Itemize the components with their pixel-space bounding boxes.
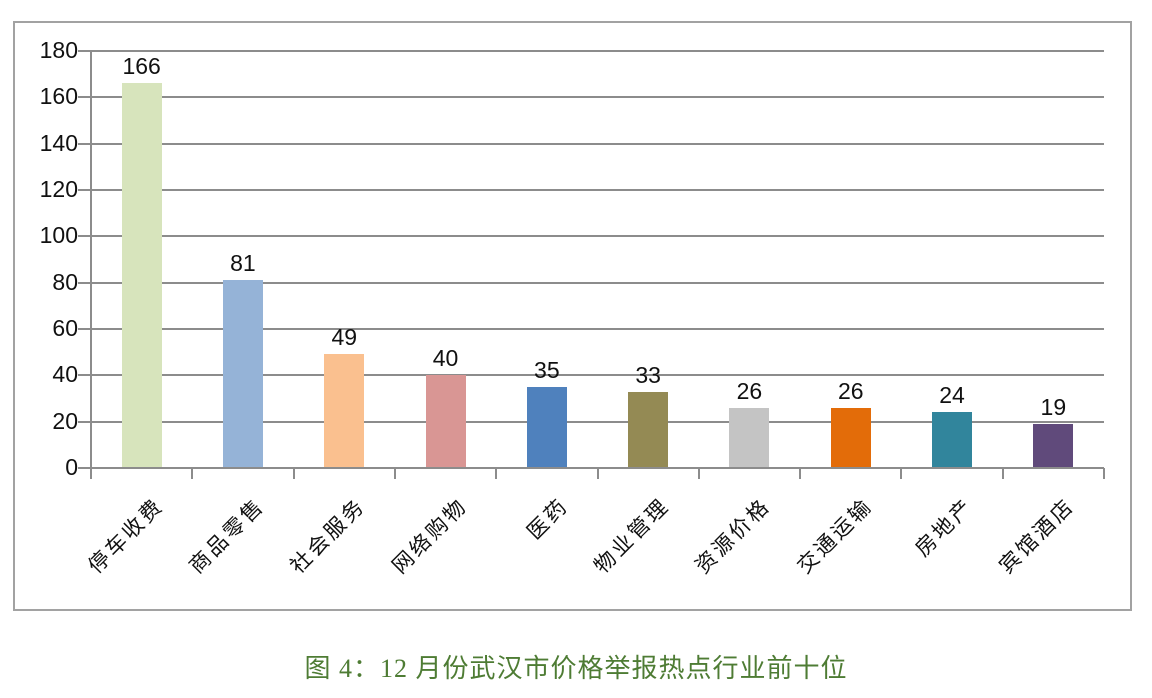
bar-value-label: 26 xyxy=(736,377,763,404)
bar-value-label: 24 xyxy=(939,382,965,409)
bar xyxy=(222,280,263,468)
bar-value-label: 81 xyxy=(230,250,256,277)
y-axis-tick xyxy=(78,281,91,284)
gridline xyxy=(91,420,1104,423)
y-axis-tick xyxy=(78,374,91,377)
bar-value-label: 40 xyxy=(432,345,459,372)
category-label: 社会服务 xyxy=(286,494,371,579)
bar xyxy=(121,83,162,468)
bar-value-label: 33 xyxy=(635,361,661,388)
y-axis-tick xyxy=(78,420,91,423)
gridline xyxy=(91,50,1104,52)
x-axis-tick xyxy=(495,468,498,479)
category-label: 宾馆酒店 xyxy=(995,494,1080,579)
bar xyxy=(526,386,567,468)
chart-frame xyxy=(13,21,1132,611)
bar xyxy=(324,354,365,468)
gridline xyxy=(91,281,1104,284)
x-axis-tick xyxy=(697,468,700,479)
category-label: 网络购物 xyxy=(387,494,472,579)
x-axis-tick xyxy=(1103,468,1105,479)
x-axis-tick xyxy=(393,468,396,479)
y-axis-tick xyxy=(78,235,91,238)
category-label: 停车收费 xyxy=(83,494,168,579)
y-axis-tick-label: 180 xyxy=(39,37,78,63)
y-axis-tick-label: 80 xyxy=(52,268,78,295)
category-label: 医药 xyxy=(522,494,574,545)
y-axis-tick xyxy=(78,142,91,145)
gridline xyxy=(91,189,1104,191)
y-axis-tick xyxy=(78,50,91,52)
bar-value-label: 19 xyxy=(1040,393,1067,420)
x-axis-tick xyxy=(1001,468,1004,479)
bar-value-label: 166 xyxy=(122,53,161,80)
bar-value-label: 26 xyxy=(837,377,864,404)
category-label: 交通运输 xyxy=(792,494,878,579)
gridline xyxy=(91,328,1104,330)
gridline xyxy=(91,96,1104,99)
y-axis-tick-label: 20 xyxy=(52,407,78,434)
y-axis-tick xyxy=(78,328,91,330)
x-axis-line xyxy=(91,467,1104,469)
bar-value-label: 35 xyxy=(534,356,560,383)
x-axis-tick xyxy=(799,468,802,479)
y-axis-tick-label: 0 xyxy=(65,454,78,480)
y-axis-tick-label: 120 xyxy=(39,176,78,202)
bar xyxy=(729,407,770,468)
x-axis-tick xyxy=(292,468,295,479)
y-axis-tick xyxy=(78,96,91,99)
x-axis-tick xyxy=(900,468,903,479)
bar-value-label: 49 xyxy=(331,324,358,351)
x-axis-tick xyxy=(596,468,599,479)
bar xyxy=(1033,423,1074,468)
gridline xyxy=(91,142,1104,145)
y-axis-tick xyxy=(78,467,91,469)
gridline xyxy=(91,235,1104,238)
bar xyxy=(932,412,973,468)
bar xyxy=(628,391,669,468)
y-axis-tick xyxy=(78,189,91,191)
y-axis-tick-label: 140 xyxy=(39,129,78,156)
y-axis-tick-label: 60 xyxy=(52,315,78,341)
category-label: 商品零售 xyxy=(185,494,270,579)
figure-caption: 图 4：12 月份武汉市价格举报热点行业前十位 xyxy=(304,654,848,683)
y-axis-line xyxy=(90,51,92,478)
bar xyxy=(830,407,871,468)
gridline xyxy=(91,374,1104,377)
category-label: 资源价格 xyxy=(691,494,776,579)
y-axis-tick-label: 100 xyxy=(39,222,78,249)
x-axis-tick xyxy=(191,468,194,479)
category-label: 物业管理 xyxy=(590,494,675,579)
y-axis-tick-label: 160 xyxy=(39,83,78,110)
y-axis-tick-label: 40 xyxy=(52,361,78,388)
bar xyxy=(425,375,466,468)
category-label: 房地产 xyxy=(911,494,979,562)
